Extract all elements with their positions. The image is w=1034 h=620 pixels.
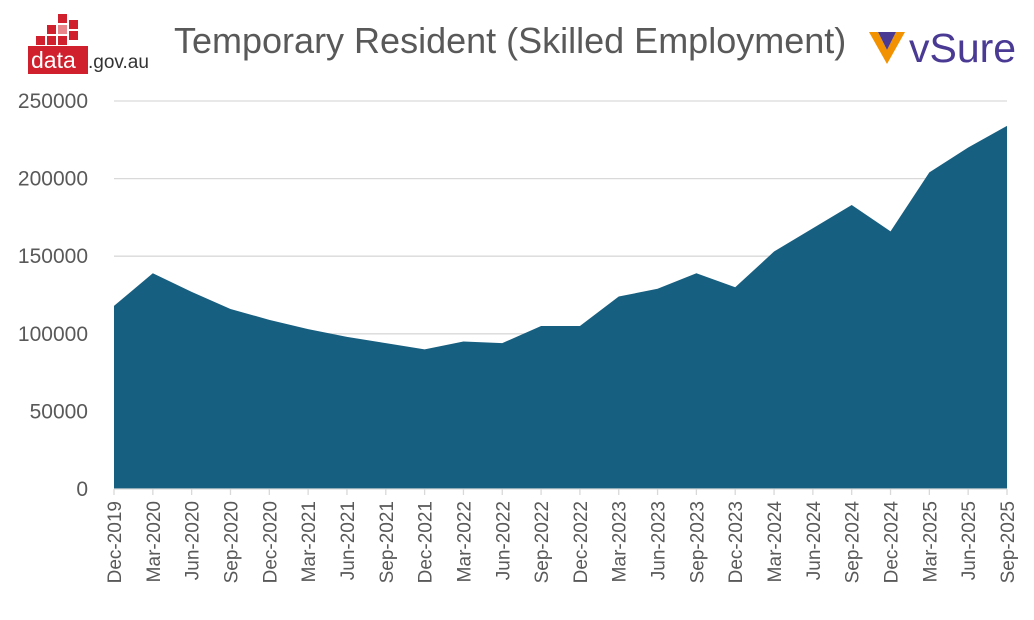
x-tick-label: Sep-2023 (687, 501, 708, 583)
x-tick-label: Jun-2023 (649, 501, 670, 580)
y-tick-label: 150000 (18, 245, 88, 268)
y-tick-label: 200000 (18, 168, 88, 191)
vsure-v-icon (869, 32, 905, 64)
x-tick-label: Mar-2024 (765, 501, 786, 583)
logo-gov-au-text: .gov.au (88, 52, 149, 73)
chart-title: Temporary Resident (Skilled Employment) (174, 20, 847, 61)
x-tick-label: Dec-2019 (105, 501, 126, 583)
x-tick-label: Mar-2020 (144, 501, 165, 582)
vsure-logo-text: vSure (909, 25, 1016, 70)
x-tick-label: Mar-2021 (299, 501, 320, 582)
area-series (114, 125, 1007, 489)
x-tick-label: Mar-2022 (454, 501, 475, 582)
y-tick-label: 100000 (18, 323, 88, 346)
y-axis-ticks: 0 50000 100000 150000 200000 250000 (18, 90, 88, 501)
data-gov-au-logo: data .gov.au (28, 14, 158, 76)
y-tick-label: 50000 (30, 400, 88, 423)
x-tick-label: Sep-2025 (998, 501, 1019, 583)
x-axis-ticks: Dec-2019 Mar-2020 Jun-2020 Sep-2020 Dec-2020… (105, 489, 1019, 583)
logo-data-text: data (31, 47, 76, 73)
x-tick-label: Mar-2023 (610, 501, 631, 582)
x-tick-label: Dec-2021 (416, 501, 437, 583)
x-tick-label: Sep-2024 (843, 501, 864, 584)
y-tick-label: 0 (76, 478, 88, 501)
x-tick-label: Sep-2020 (221, 501, 242, 583)
x-tick-label: Dec-2022 (571, 501, 592, 583)
x-tick-label: Dec-2023 (726, 501, 747, 583)
x-tick-label: Dec-2024 (882, 501, 903, 584)
vsure-logo: vSure (865, 20, 1030, 71)
x-tick-label: Sep-2022 (532, 501, 553, 583)
x-tick-label: Sep-2021 (377, 501, 398, 583)
x-tick-label: Mar-2025 (920, 501, 941, 582)
y-tick-label: 250000 (18, 90, 88, 113)
x-tick-label: Dec-2020 (260, 501, 281, 583)
x-tick-label: Jun-2024 (804, 501, 825, 581)
x-tick-label: Jun-2025 (959, 501, 980, 580)
x-tick-label: Jun-2021 (338, 501, 359, 580)
x-tick-label: Jun-2022 (493, 501, 514, 580)
x-tick-label: Jun-2020 (183, 501, 204, 580)
